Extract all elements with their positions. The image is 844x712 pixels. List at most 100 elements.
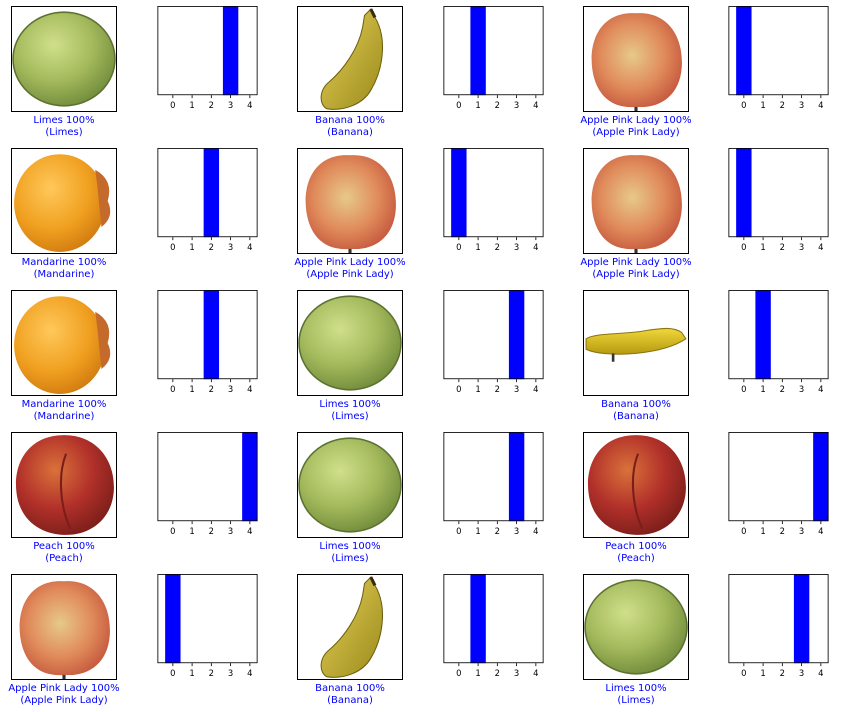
probability-bar-chart: 0 1 2 3 4: [728, 574, 829, 678]
x-tick-label: 4: [818, 100, 823, 110]
predicted-label: Limes: [33, 115, 63, 126]
predicted-label: Peach: [605, 541, 635, 552]
confidence-value: 100%: [356, 115, 385, 126]
x-tick-label: 4: [533, 526, 538, 536]
confidence-value: 100%: [663, 115, 692, 126]
probability-bar-chart: 0 1 2 3 4: [443, 148, 544, 252]
x-tick-label: 1: [760, 384, 765, 394]
apple-image: [583, 148, 689, 254]
x-tick-label: 3: [799, 526, 804, 536]
plot-frame: [157, 290, 258, 380]
probability-bar-chart: 0 1 2 3 4: [443, 6, 544, 110]
plot-frame: [443, 6, 544, 96]
true-label: (Banana): [327, 695, 373, 706]
predicted-label: Peach: [33, 541, 63, 552]
prediction-caption: Limes 100% (Limes): [260, 399, 440, 423]
predicted-label: Apple Pink Lady: [580, 257, 660, 268]
x-tick-label: 1: [189, 242, 194, 252]
x-tick-label: 1: [189, 526, 194, 536]
confidence-value: 100%: [377, 257, 406, 268]
x-tick-label: 3: [514, 242, 519, 252]
prediction-caption: Banana 100% (Banana): [260, 115, 440, 139]
prediction-caption: Peach 100% (Peach): [0, 541, 154, 565]
x-tick-label: 0: [170, 668, 175, 678]
x-tick-label: 1: [475, 384, 480, 394]
true-label: (Limes): [331, 411, 369, 422]
x-tick-label: 2: [495, 384, 500, 394]
bar-class-1: [470, 574, 486, 664]
plot-frame: [157, 148, 258, 238]
x-tick-label: 3: [799, 100, 804, 110]
bar-class-2: [203, 290, 220, 380]
x-tick-label: 1: [760, 526, 765, 536]
x-tick-label: 1: [760, 668, 765, 678]
x-tick-label: 1: [475, 668, 480, 678]
x-tick-label: 2: [495, 526, 500, 536]
x-tick-label: 3: [514, 526, 519, 536]
predicted-label: Apple Pink Lady: [8, 683, 88, 694]
x-tick-label: 3: [514, 100, 519, 110]
prediction-caption: Peach 100% (Peach): [546, 541, 726, 565]
apple-image: [11, 574, 117, 680]
banana-image: [297, 574, 403, 680]
predicted-label: Mandarine: [21, 257, 75, 268]
x-tick-label: 2: [209, 384, 214, 394]
true-label: (Limes): [331, 553, 369, 564]
apple-image: [297, 148, 403, 254]
predicted-label: Banana: [315, 115, 354, 126]
peach-image: [11, 432, 117, 538]
confidence-value: 100%: [66, 115, 95, 126]
bar-class-3: [508, 290, 525, 380]
confidence-value: 100%: [352, 541, 381, 552]
x-tick-label: 1: [189, 384, 194, 394]
x-tick-label: 1: [475, 242, 480, 252]
true-label: (Banana): [613, 411, 659, 422]
x-tick-label: 3: [799, 242, 804, 252]
x-tick-label: 2: [495, 100, 500, 110]
x-tick-label: 3: [514, 384, 519, 394]
x-tick-label: 0: [456, 668, 461, 678]
mandarine-image: [11, 148, 117, 254]
x-tick-label: 3: [228, 242, 233, 252]
plot-frame: [443, 148, 544, 238]
x-tick-label: 0: [741, 384, 746, 394]
x-tick-label: 3: [228, 100, 233, 110]
confidence-value: 100%: [77, 257, 107, 268]
bar-class-0: [736, 6, 752, 96]
confidence-value: 100%: [66, 541, 95, 552]
predicted-label: Limes: [319, 541, 349, 552]
x-tick-label: 1: [189, 100, 194, 110]
prediction-caption: Banana 100% (Banana): [260, 683, 440, 707]
x-tick-label: 0: [456, 526, 461, 536]
true-label: (Apple Pink Lady): [20, 695, 108, 706]
plot-frame: [443, 290, 544, 380]
peach-image: [583, 432, 689, 538]
bar-class-3: [793, 574, 810, 664]
probability-bar-chart: 0 1 2 3 4: [157, 6, 258, 110]
limes-image: [297, 290, 403, 396]
confidence-value: 100%: [642, 399, 671, 410]
predicted-label: Limes: [319, 399, 349, 410]
probability-bar-chart: 0 1 2 3 4: [728, 432, 829, 536]
true-label: (Apple Pink Lady): [306, 269, 394, 280]
plot-frame: [728, 432, 829, 522]
x-tick-label: 0: [741, 526, 746, 536]
x-tick-label: 3: [514, 668, 519, 678]
plot-frame: [157, 6, 258, 96]
probability-bar-chart: 0 1 2 3 4: [157, 574, 258, 678]
true-label: (Peach): [617, 553, 655, 564]
bar-class-3: [508, 432, 525, 522]
limes-image: [583, 574, 689, 680]
x-tick-label: 4: [247, 100, 252, 110]
x-tick-label: 2: [780, 100, 785, 110]
x-tick-label: 4: [247, 242, 252, 252]
true-label: (Apple Pink Lady): [592, 269, 680, 280]
bar-class-4: [813, 432, 829, 522]
x-tick-label: 3: [799, 668, 804, 678]
x-tick-label: 0: [741, 242, 746, 252]
x-tick-label: 2: [209, 242, 214, 252]
true-label: (Mandarine): [33, 411, 95, 422]
prediction-caption: Limes 100% (Limes): [0, 115, 154, 139]
probability-bar-chart: 0 1 2 3 4: [728, 6, 829, 110]
probability-bar-chart: 0 1 2 3 4: [443, 432, 544, 536]
